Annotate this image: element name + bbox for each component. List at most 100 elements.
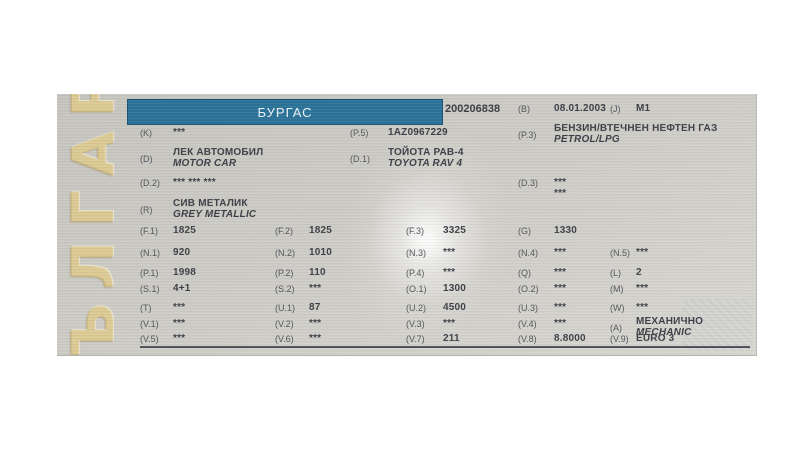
field-p5: (P.5) 1AZ0967229 <box>350 127 448 138</box>
field-o1-value: 1300 <box>443 283 467 294</box>
field-s1-label: (S.1) <box>140 284 160 294</box>
field-d-label: (D) <box>140 153 153 164</box>
field-s2: (S.2) *** <box>275 283 321 294</box>
redaction-bar: БУРГАС <box>127 99 443 125</box>
field-v5: (V.5) *** <box>140 333 185 344</box>
field-v7-value: 211 <box>443 333 460 344</box>
field-u3-label: (U.3) <box>518 303 538 313</box>
field-v8-label: (V.8) <box>518 334 537 344</box>
field-v9: (V.9) EURO 3 <box>610 333 674 344</box>
field-p3-label: (P.3) <box>518 129 537 140</box>
field-n1: (N.1) 920 <box>140 247 190 258</box>
field-v1-value: *** <box>173 318 186 329</box>
field-n4-value: *** <box>554 247 567 258</box>
field-a: (A) МЕХАНИЧНО MECHANIC <box>610 316 703 338</box>
field-n4-label: (N.4) <box>518 248 538 258</box>
field-j-label: (J) <box>610 104 621 114</box>
field-v2: (V.2) *** <box>275 318 321 329</box>
field-n3-value: *** <box>443 247 456 258</box>
field-v7: (V.7) 211 <box>406 333 460 344</box>
field-f1-value: 1825 <box>173 225 197 236</box>
field-v4-label: (V.4) <box>518 319 537 329</box>
field-d3-value: *** *** <box>554 177 567 199</box>
field-f2-label: (F.2) <box>275 226 293 236</box>
field-t-value: *** <box>173 302 186 313</box>
field-g-value: 1330 <box>554 225 578 236</box>
field-q: (Q) *** <box>518 267 566 278</box>
field-b-label: (B) <box>518 104 530 114</box>
field-q-label: (Q) <box>518 268 531 278</box>
field-f3: (F.3) 3325 <box>406 225 466 236</box>
field-s1-value: 4+1 <box>173 283 191 294</box>
bottom-rule <box>140 346 750 348</box>
field-b-value: 08.01.2003 <box>554 103 607 114</box>
field-n4: (N.4) *** <box>518 247 566 258</box>
registration-document: БЪЛГАРИ БУРГАС 200206838 (B) 08.01.2003 … <box>57 94 757 356</box>
field-o2-label: (O.2) <box>518 284 539 294</box>
field-n1-label: (N.1) <box>140 248 160 258</box>
field-n5: (N.5) *** <box>610 247 648 258</box>
field-a-value: МЕХАНИЧНО MECHANIC <box>636 316 704 338</box>
field-m-value: *** <box>636 283 649 294</box>
field-f3-label: (F.3) <box>406 226 424 236</box>
field-u1-value: 87 <box>309 302 321 313</box>
field-u1: (U.1) 87 <box>275 302 321 313</box>
field-n3-label: (N.3) <box>406 248 426 258</box>
field-f2: (F.2) 1825 <box>275 225 332 236</box>
field-j-value: M1 <box>636 103 651 114</box>
field-n2-value: 1010 <box>309 247 333 258</box>
field-k-label: (K) <box>140 128 152 138</box>
field-v9-value: EURO 3 <box>636 333 675 344</box>
field-v2-value: *** <box>309 318 322 329</box>
field-l-label: (L) <box>610 268 621 278</box>
field-b: (B) 08.01.2003 <box>518 103 606 114</box>
field-n1-value: 920 <box>173 247 191 258</box>
field-d3: (D.3) *** *** <box>518 177 566 199</box>
field-n2: (N.2) 1010 <box>275 247 332 258</box>
field-u3-value: *** <box>554 302 567 313</box>
field-v6-label: (V.6) <box>275 334 294 344</box>
field-v4-value: *** <box>554 318 567 329</box>
field-f3-value: 3325 <box>443 225 467 236</box>
field-l: (L) 2 <box>610 267 642 278</box>
field-n5-label: (N.5) <box>610 248 630 258</box>
field-v5-value: *** <box>173 333 186 344</box>
field-l-value: 2 <box>636 267 642 278</box>
field-s1: (S.1) 4+1 <box>140 283 191 294</box>
field-m: (M) *** <box>610 283 648 294</box>
field-o2: (O.2) *** <box>518 283 566 294</box>
field-r-value: СИВ МЕТАЛИК GREY METALLIC <box>173 198 257 220</box>
field-a-label: (A) <box>610 322 622 333</box>
field-v6: (V.6) *** <box>275 333 321 344</box>
field-u3: (U.3) *** <box>518 302 566 313</box>
field-j: (J) M1 <box>610 103 650 114</box>
field-t-label: (T) <box>140 303 152 313</box>
field-f2-value: 1825 <box>309 225 333 236</box>
field-k-value: *** <box>173 127 186 138</box>
field-p2-label: (P.2) <box>275 268 294 278</box>
field-o1-label: (O.1) <box>406 284 427 294</box>
field-p4: (P.4) *** <box>406 267 455 278</box>
field-p5-label: (P.5) <box>350 128 369 138</box>
field-d: (D) ЛЕК АВТОМОБИЛ MOTOR CAR <box>140 147 263 169</box>
field-r-label: (R) <box>140 204 153 215</box>
field-v6-value: *** <box>309 333 322 344</box>
field-v8-value: 8.8000 <box>554 333 586 344</box>
field-f1-label: (F.1) <box>140 226 158 236</box>
field-p3-value: БЕНЗИН/ВТЕЧНЕН НЕФТЕН ГАЗ PETROL/LPG <box>554 123 718 145</box>
document-number: 200206838 <box>445 103 501 115</box>
field-d2-value: *** *** *** <box>173 177 216 188</box>
field-d2: (D.2) *** *** *** <box>140 177 216 188</box>
field-m-label: (M) <box>610 284 624 294</box>
field-d1: (D.1) ТОЙОТА РАВ-4 TOYOTA RAV 4 <box>350 147 464 169</box>
field-d3-label: (D.3) <box>518 178 538 188</box>
field-v4: (V.4) *** <box>518 318 566 329</box>
field-g: (G) 1330 <box>518 225 577 236</box>
field-o2-value: *** <box>554 283 567 294</box>
field-v3-value: *** <box>443 318 456 329</box>
field-v2-label: (V.2) <box>275 319 294 329</box>
field-p2-value: 110 <box>309 267 326 278</box>
field-u2-label: (U.2) <box>406 303 426 313</box>
field-t: (T) *** <box>140 302 185 313</box>
field-u2-value: 4500 <box>443 302 467 313</box>
